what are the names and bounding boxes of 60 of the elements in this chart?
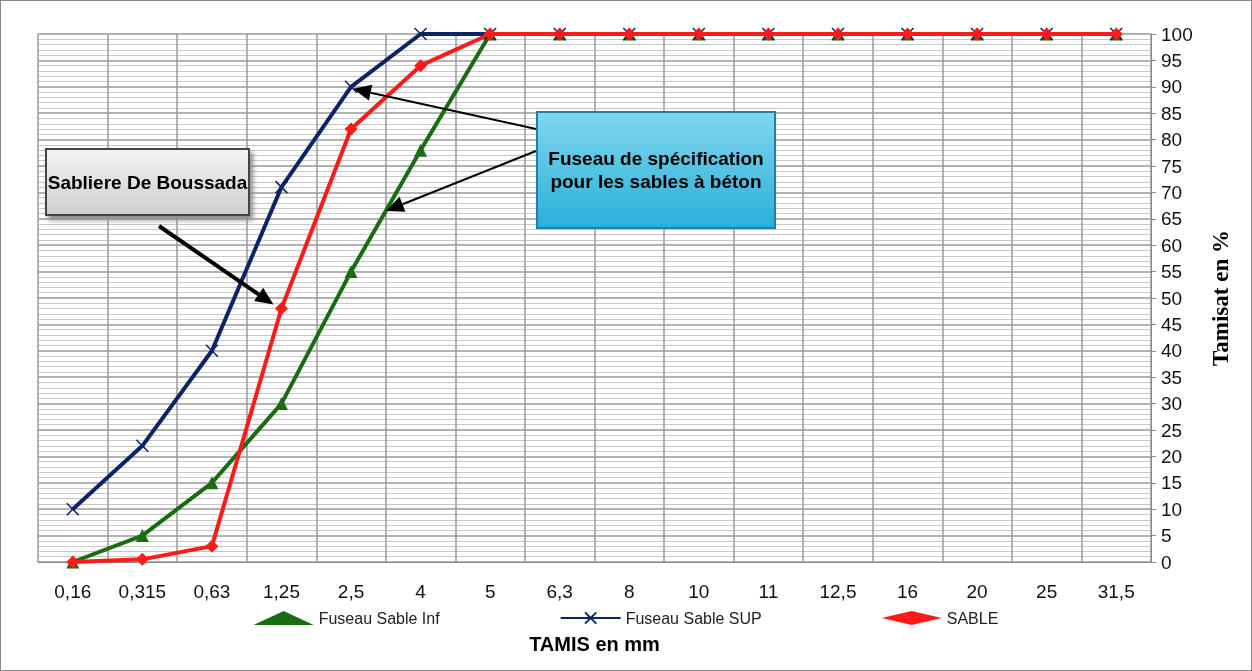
point [205, 539, 219, 553]
y-tick-label: 20 [1161, 445, 1183, 467]
point [135, 439, 150, 453]
annotation: Sabliere De Boussada [47, 170, 248, 194]
y-tick-label: 85 [1161, 102, 1183, 124]
x-tick-label: 8 [623, 581, 635, 602]
y-tick-label: 25 [1161, 419, 1183, 441]
y-tick-label: 5 [1161, 525, 1172, 547]
y-tick-label: 80 [1161, 129, 1183, 151]
point [135, 529, 149, 543]
point [135, 552, 149, 566]
x-tick-label: 0,16 [54, 581, 92, 602]
y-tick-label: 70 [1161, 181, 1183, 203]
y-tick-label: 45 [1161, 313, 1183, 335]
y-axis-title: Tamisat en % [1208, 230, 1233, 366]
x-tick-label: 4 [415, 581, 427, 602]
point [205, 344, 219, 358]
legend-label: Fuseau Sable SUP [625, 609, 762, 627]
y-tick-label: 95 [1161, 49, 1183, 71]
y-tick-label: 15 [1161, 472, 1183, 494]
x-tick-label: 20 [966, 581, 988, 602]
x-tick-label: 0,63 [193, 581, 231, 602]
y-tick-label: 100 [1161, 23, 1193, 45]
y-tick-label: 90 [1161, 76, 1183, 98]
point [344, 265, 358, 279]
x-tick-label: 0,315 [118, 581, 167, 602]
y-tick-label: 0 [1161, 551, 1172, 573]
point [344, 122, 358, 136]
legend-label: SABLE [946, 609, 999, 627]
y-tick-label: 35 [1161, 366, 1183, 388]
point [274, 180, 289, 194]
x-tick-label: 31,5 [1097, 581, 1135, 602]
x-tick-label: 6,3 [546, 581, 573, 602]
point [274, 397, 288, 411]
point [413, 27, 428, 41]
point [414, 59, 428, 73]
point [414, 143, 428, 157]
point [344, 80, 358, 94]
point [66, 502, 80, 516]
y-tick-label: 65 [1161, 208, 1183, 230]
x-axis-title: TAMIS en mm [529, 633, 660, 655]
annotation: Fuseau de spécification pour les sables à béton [547, 147, 765, 193]
x-tick-label: 1,25 [262, 581, 300, 602]
y-tick-label: 50 [1161, 287, 1183, 309]
x-tick-label: 11 [758, 581, 779, 602]
y-tick-label: 55 [1161, 261, 1183, 283]
x-tick-label: 12,5 [819, 581, 857, 602]
y-tick-label: 10 [1161, 498, 1183, 520]
legend-label: Fuseau Sable Inf [318, 609, 441, 627]
point [205, 476, 219, 490]
x-tick-label: 25 [1036, 581, 1058, 602]
x-tick-label: 10 [688, 581, 710, 602]
y-tick-label: 30 [1161, 393, 1183, 415]
x-tick-label: 2,5 [337, 581, 365, 602]
x-tick-label: 5 [484, 581, 496, 602]
y-tick-label: 40 [1161, 340, 1183, 362]
point [274, 302, 288, 316]
y-tick-label: 75 [1161, 155, 1183, 177]
x-tick-label: 16 [896, 581, 919, 602]
y-tick-label: 60 [1161, 234, 1183, 256]
